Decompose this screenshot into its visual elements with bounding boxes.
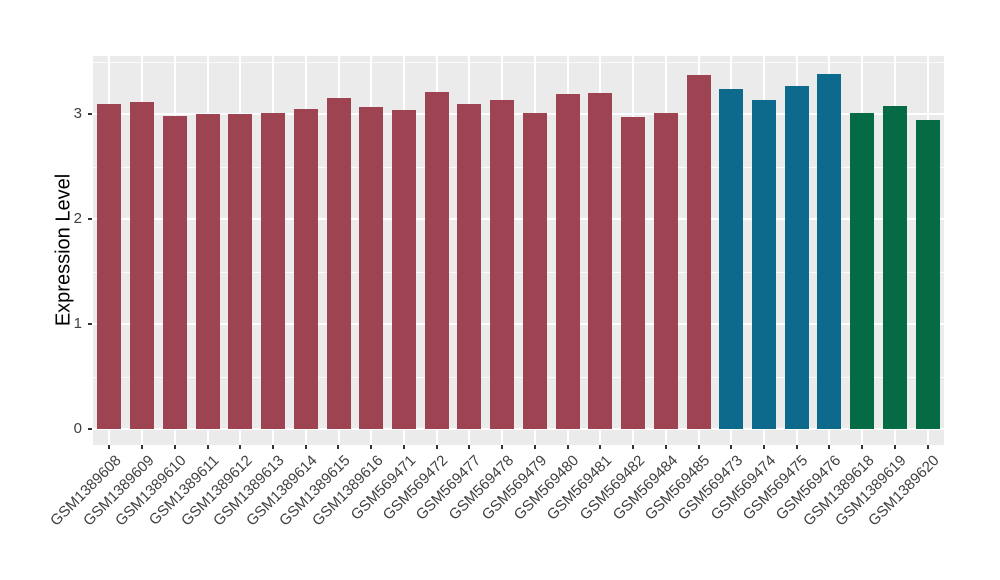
bar-GSM1389611 xyxy=(195,114,220,429)
x-tick-mark xyxy=(762,445,765,449)
x-tick-mark xyxy=(468,445,471,449)
bar-GSM569479 xyxy=(522,113,547,429)
bar-GSM1389613 xyxy=(261,113,285,429)
x-tick-mark xyxy=(926,445,929,449)
minor-gridline xyxy=(93,166,944,168)
x-tick-mark xyxy=(173,445,176,449)
y-tick-label: 3 xyxy=(73,105,82,122)
x-tick-mark xyxy=(697,445,700,449)
x-tick-mark xyxy=(632,445,635,449)
bar-GSM569478 xyxy=(490,100,515,429)
x-tick-mark xyxy=(141,445,144,449)
minor-gridline xyxy=(93,271,944,273)
bar-GSM569482 xyxy=(621,117,646,429)
x-tick-mark xyxy=(861,445,864,449)
bar-GSM569476 xyxy=(817,74,842,429)
bar-GSM569474 xyxy=(752,100,776,429)
bar-GSM1389612 xyxy=(228,114,253,429)
minor-gridline xyxy=(93,376,944,378)
x-tick-mark xyxy=(533,445,536,449)
bar-GSM1389615 xyxy=(326,98,351,430)
x-tick-mark xyxy=(337,445,340,449)
y-tick-label: 2 xyxy=(73,210,82,227)
x-tick-mark xyxy=(828,445,831,449)
bar-GSM569481 xyxy=(588,93,613,429)
x-tick-mark xyxy=(370,445,373,449)
x-tick-mark xyxy=(304,445,307,449)
x-tick-mark xyxy=(239,445,242,449)
y-tick-label: 1 xyxy=(73,315,82,332)
y-tick-label: 0 xyxy=(73,420,82,437)
x-tick-mark xyxy=(501,445,504,449)
bar-GSM569472 xyxy=(424,91,449,429)
bar-GSM1389620 xyxy=(915,120,940,429)
bar-GSM569475 xyxy=(784,85,809,429)
x-tick-mark xyxy=(402,445,405,449)
bar-GSM569477 xyxy=(457,103,482,429)
bar-GSM569484 xyxy=(653,113,678,429)
y-tick-mark xyxy=(88,113,92,115)
bar-GSM569471 xyxy=(391,109,416,429)
y-tick-mark xyxy=(88,323,92,325)
x-tick-mark xyxy=(206,445,209,449)
x-tick-mark xyxy=(108,445,111,449)
y-axis-title: Expression Level xyxy=(52,173,75,327)
x-tick-mark xyxy=(272,445,275,449)
bar-GSM1389616 xyxy=(359,106,384,429)
major-gridline xyxy=(93,218,944,220)
bar-GSM1389614 xyxy=(293,108,318,430)
major-gridline xyxy=(93,323,944,325)
x-tick-mark xyxy=(664,445,667,449)
major-gridline xyxy=(93,113,944,115)
bar-GSM569473 xyxy=(719,88,744,429)
bar-GSM1389610 xyxy=(162,116,187,429)
x-tick-mark xyxy=(599,445,602,449)
minor-gridline xyxy=(93,61,944,63)
x-tick-mark xyxy=(730,445,733,449)
bar-GSM1389618 xyxy=(850,113,875,429)
x-tick-mark xyxy=(893,445,896,449)
bar-GSM1389619 xyxy=(882,105,907,429)
bar-GSM569480 xyxy=(555,94,580,429)
bar-GSM1389608 xyxy=(97,103,122,429)
x-tick-mark xyxy=(566,445,569,449)
y-tick-mark xyxy=(88,428,92,430)
bar-GSM1389609 xyxy=(130,102,155,429)
x-tick-mark xyxy=(435,445,438,449)
major-gridline xyxy=(93,428,944,430)
y-tick-mark xyxy=(88,218,92,220)
x-tick-mark xyxy=(795,445,798,449)
bar-GSM569485 xyxy=(686,75,711,429)
plot-panel xyxy=(93,56,944,445)
